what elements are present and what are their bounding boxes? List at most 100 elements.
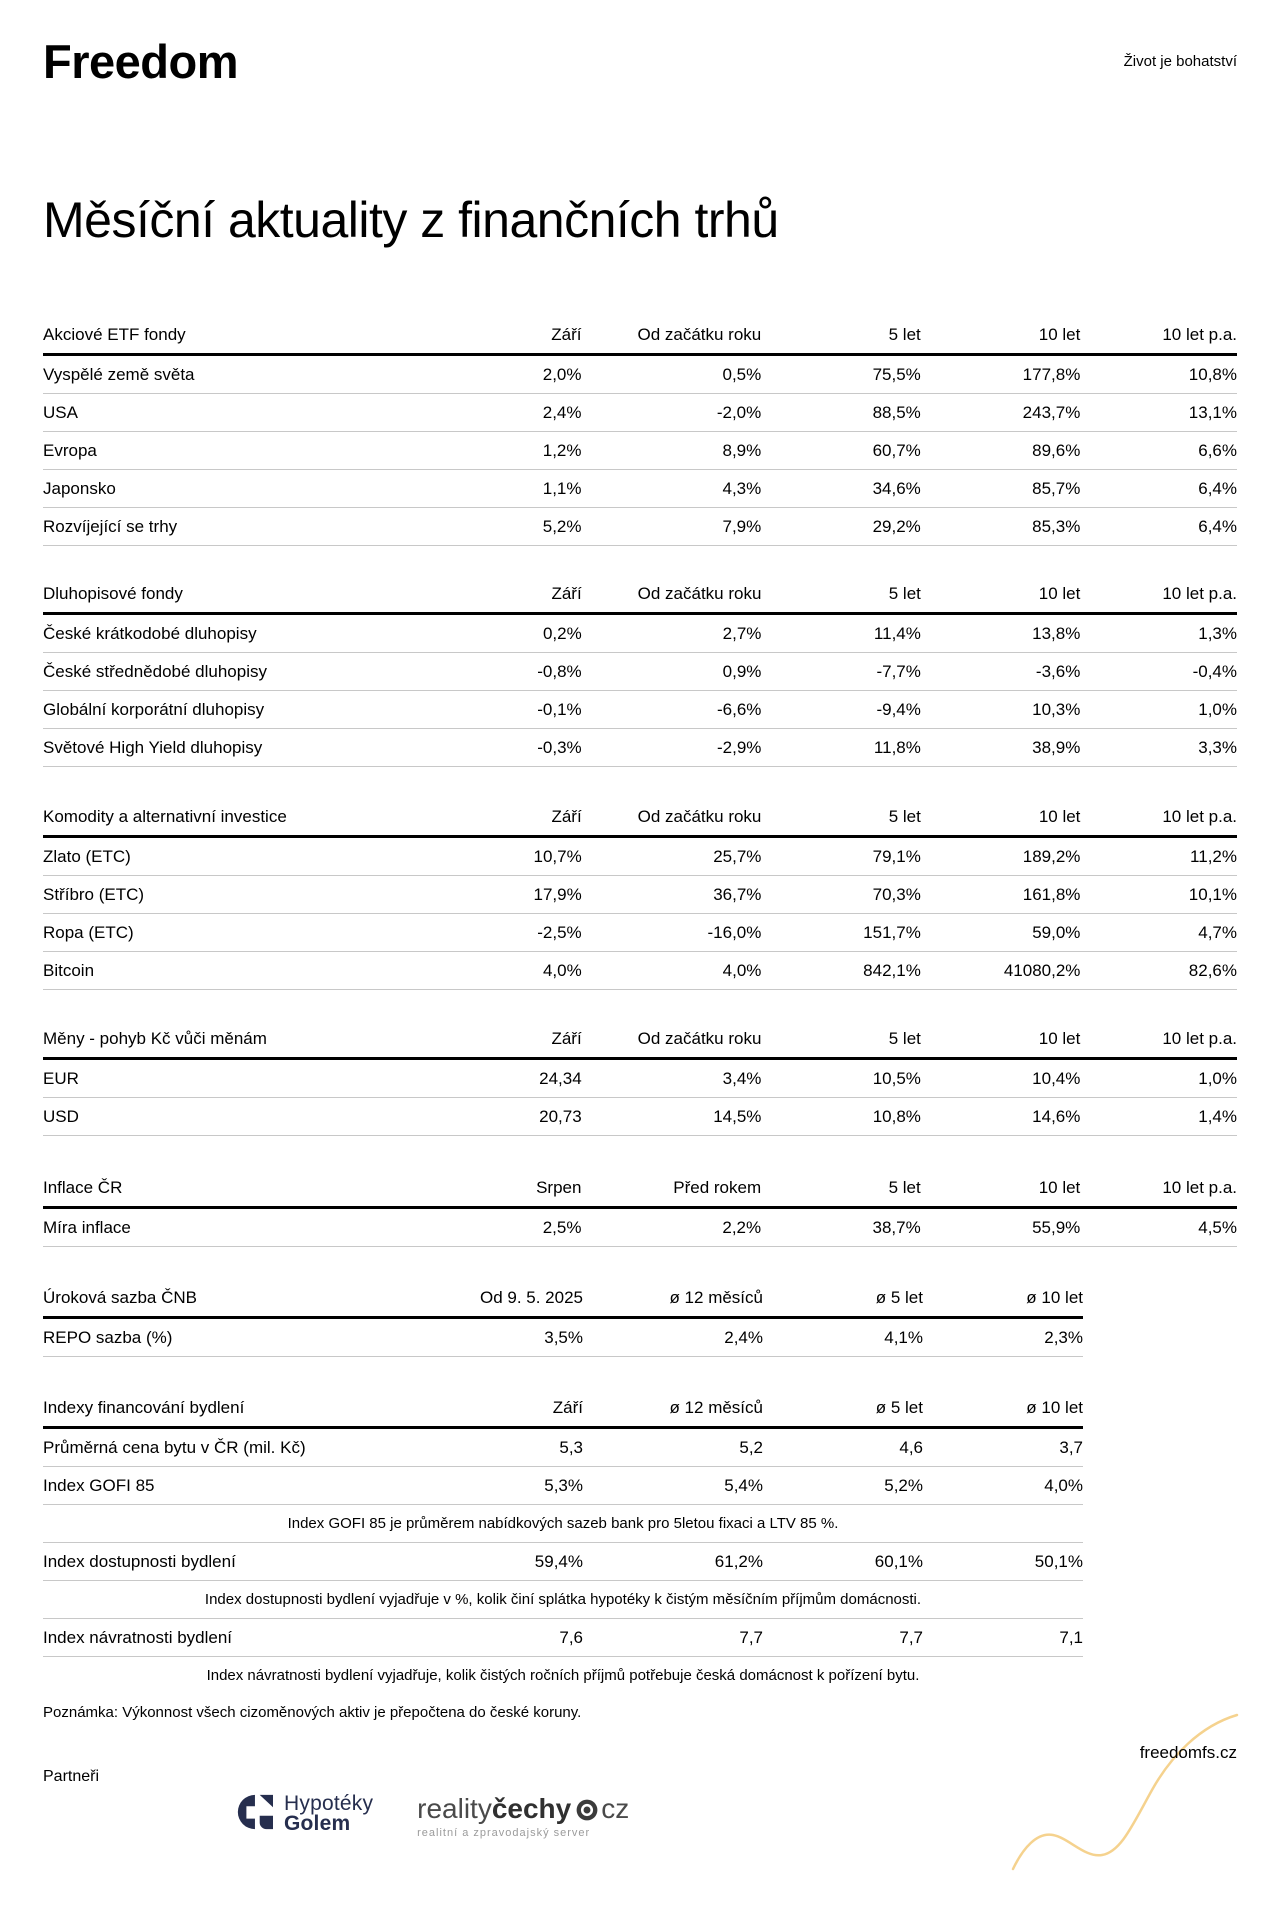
cell-value: 10,8% — [761, 1097, 921, 1136]
table-title: Akciové ETF fondy — [43, 316, 373, 356]
footnote: Poznámka: Výkonnost všech cizoměnových a… — [43, 1704, 582, 1721]
website-link[interactable]: freedomfs.cz — [1139, 1743, 1237, 1762]
row-label: České krátkodobé dluhopisy — [43, 613, 373, 653]
row-label: Míra inflace — [43, 1207, 373, 1247]
cell-value: 38,9% — [920, 728, 1081, 767]
table-row: Ropa (ETC) -2,5% -16,0% 151,7% 59,0% 4,7% — [43, 913, 1237, 952]
cell-value: 1,0% — [1080, 690, 1237, 729]
column-header: 10 let p.a. — [1080, 1169, 1237, 1209]
cell-value: 59,0% — [920, 913, 1081, 952]
cell-value: 5,3% — [373, 1466, 583, 1505]
table-title: Komodity a alternativní investice — [43, 798, 373, 838]
table-row: Evropa 1,2% 8,9% 60,7% 89,6% 6,6% — [43, 431, 1237, 470]
cell-value: 4,0% — [923, 1466, 1083, 1505]
cell-value: 4,0% — [372, 951, 582, 990]
row-label: Evropa — [43, 431, 373, 470]
cell-value: 14,5% — [581, 1097, 762, 1136]
golem-icon-disc — [237, 1794, 255, 1830]
cell-value: 10,7% — [372, 836, 582, 876]
table-header-row: Dluhopisové fondy Září Od začátku roku 5 le… — [43, 575, 1237, 615]
cell-value: 7,7 — [763, 1618, 923, 1657]
table-title: Měny - pohyb Kč vůči měnám — [43, 1020, 373, 1060]
column-header: Před rokem — [581, 1169, 762, 1209]
table-row: Míra inflace 2,5% 2,2% 38,7% 55,9% 4,5% — [43, 1207, 1237, 1247]
cell-value: 11,4% — [761, 613, 921, 653]
table-title: Inflace ČR — [43, 1169, 373, 1209]
column-header: 10 let p.a. — [1080, 798, 1237, 838]
cell-value: 4,5% — [1080, 1207, 1237, 1247]
table-title: Indexy financování bydlení — [43, 1389, 373, 1429]
row-label: USA — [43, 393, 373, 432]
column-header: 5 let — [761, 575, 921, 615]
realitycechy-part-reality: reality — [417, 1793, 492, 1824]
table-header-row: Měny - pohyb Kč vůči měnám Září Od začátku… — [43, 1020, 1237, 1060]
cell-value: 79,1% — [761, 836, 921, 876]
cell-value: 10,5% — [761, 1058, 921, 1098]
cell-value: 34,6% — [761, 469, 921, 508]
cell-value: 5,2% — [372, 507, 582, 546]
row-label: Ropa (ETC) — [43, 913, 373, 952]
cell-value: -0,3% — [372, 728, 582, 767]
target-icon — [576, 1799, 598, 1821]
cell-value: 189,2% — [920, 836, 1081, 876]
golem-logo-text: Hypotéky Golem — [284, 1793, 373, 1834]
cell-value: 7,9% — [581, 507, 762, 546]
cell-value: 50,1% — [923, 1542, 1083, 1581]
table-row: Index dostupnosti bydlení 59,4% 61,2% 60,1%… — [43, 1542, 1083, 1581]
column-header: 10 let p.a. — [1080, 575, 1237, 615]
cell-value: 10,8% — [1080, 354, 1237, 394]
cell-value: 11,2% — [1080, 836, 1237, 876]
cell-value: 70,3% — [761, 875, 921, 914]
cell-value: -2,0% — [581, 393, 762, 432]
cell-value: 2,0% — [372, 354, 582, 394]
table-row: EUR 24,34 3,4% 10,5% 10,4% 1,0% — [43, 1058, 1237, 1098]
top-bar: Freedom Život je bohatství — [43, 38, 1237, 85]
table-3: Měny - pohyb Kč vůči měnám Září Od začátku… — [43, 1020, 1237, 1136]
column-header: 10 let — [920, 1020, 1081, 1060]
cell-value: 3,4% — [581, 1058, 762, 1098]
cell-value: 5,2 — [583, 1427, 763, 1467]
column-header: 5 let — [761, 1169, 921, 1209]
table-2: Komodity a alternativní investice Září Od … — [43, 798, 1237, 990]
table-note: Index návratnosti bydlení vyjadřuje, kol… — [206, 1667, 920, 1684]
column-header: ø 5 let — [763, 1279, 923, 1319]
column-header: Od začátku roku — [581, 316, 762, 356]
row-label: Vyspělé země světa — [43, 354, 373, 394]
cell-value: 161,8% — [920, 875, 1081, 914]
column-header: ø 12 měsíců — [583, 1389, 763, 1429]
realitycechy-part-cz: cz — [601, 1793, 630, 1824]
cell-value: -0,1% — [372, 690, 582, 729]
cell-value: 20,73 — [372, 1097, 582, 1136]
row-label: EUR — [43, 1058, 373, 1098]
column-header: Září — [372, 575, 582, 615]
column-header: 10 let — [920, 798, 1081, 838]
realitycechy-part-cechy: čechy — [491, 1793, 572, 1824]
table-row: USD 20,73 14,5% 10,8% 14,6% 1,4% — [43, 1097, 1237, 1136]
cell-value: 1,3% — [1080, 613, 1237, 653]
column-header: 5 let — [761, 316, 921, 356]
cell-value: -2,9% — [581, 728, 762, 767]
table-row: Index návratnosti bydlení 7,6 7,7 7,7 7,1 — [43, 1618, 1083, 1657]
table-note-row: Index GOFI 85 je průměrem nabídkových sa… — [43, 1504, 1083, 1543]
cell-value: -9,4% — [761, 690, 921, 729]
cell-value: 75,5% — [761, 354, 921, 394]
cell-value: 0,9% — [581, 652, 762, 691]
column-header: Září — [373, 1389, 583, 1429]
cell-value: 88,5% — [761, 393, 921, 432]
table-note-row: Index dostupnosti bydlení vyjadřuje v %,… — [43, 1580, 1083, 1619]
table-note-row: Index návratnosti bydlení vyjadřuje, kol… — [43, 1657, 1083, 1695]
cell-value: 3,7 — [923, 1427, 1083, 1467]
golem-icon-square — [259, 1815, 273, 1830]
row-label: Světové High Yield dluhopisy — [43, 728, 373, 767]
cell-value: 13,1% — [1080, 393, 1237, 432]
row-label: Stříbro (ETC) — [43, 875, 373, 914]
cell-value: 8,9% — [581, 431, 762, 470]
table-row: Vyspělé země světa 2,0% 0,5% 75,5% 177,8% 10,… — [43, 354, 1237, 394]
cell-value: 2,3% — [923, 1317, 1083, 1357]
cell-value: 36,7% — [581, 875, 762, 914]
partner-logo-realitycechy[interactable]: reality čechy cz realitní a zpravodajský … — [417, 1793, 630, 1840]
cell-value: 24,34 — [372, 1058, 582, 1098]
partner-logo-hypoteky-golem[interactable]: Hypotéky Golem — [233, 1793, 373, 1834]
cell-value: 10,4% — [920, 1058, 1081, 1098]
cell-value: 4,0% — [581, 951, 762, 990]
